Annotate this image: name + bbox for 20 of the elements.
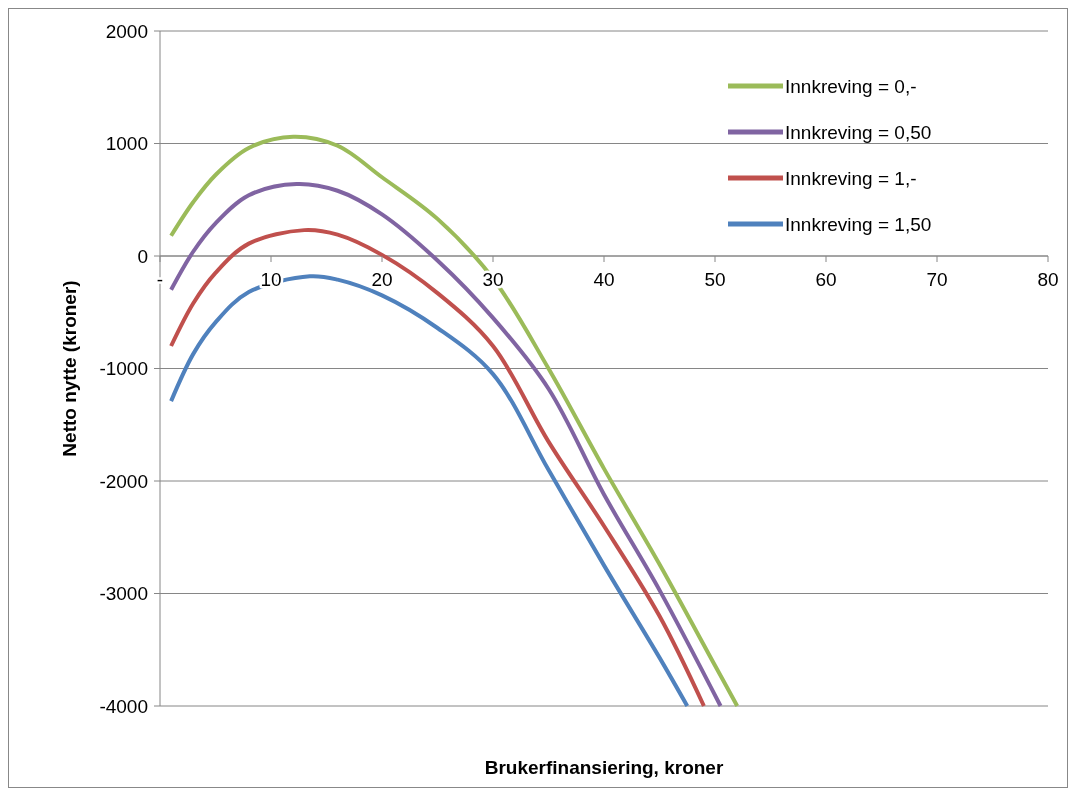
legend-label: Innkreving = 0,- bbox=[785, 75, 917, 97]
x-tick-label: 70 bbox=[926, 269, 948, 290]
x-tick-label: 20 bbox=[371, 269, 393, 290]
x-tick-label: 50 bbox=[704, 269, 726, 290]
x-tick-label: 40 bbox=[593, 269, 615, 290]
x-tick-label: 60 bbox=[815, 269, 837, 290]
y-tick-label: 0 bbox=[137, 245, 148, 267]
y-tick-label: 2000 bbox=[105, 20, 148, 42]
x-axis-title: Brukerfinansiering, kroner bbox=[484, 757, 724, 778]
y-tick-label: -1000 bbox=[99, 358, 148, 380]
legend-label: Innkreving = 1,50 bbox=[785, 213, 932, 235]
legend-label: Innkreving = 0,50 bbox=[785, 121, 932, 143]
legend-label: Innkreving = 1,- bbox=[785, 167, 917, 189]
y-tick-label: -4000 bbox=[99, 695, 148, 717]
y-tick-label: 1000 bbox=[105, 133, 148, 155]
y-tick-label: -2000 bbox=[99, 470, 148, 492]
y-tick-label: -3000 bbox=[99, 583, 148, 605]
y-axis-title: Netto nytte (kroner) bbox=[59, 280, 80, 457]
x-tick-label: - bbox=[156, 269, 164, 290]
x-tick-label: 80 bbox=[1037, 269, 1059, 290]
